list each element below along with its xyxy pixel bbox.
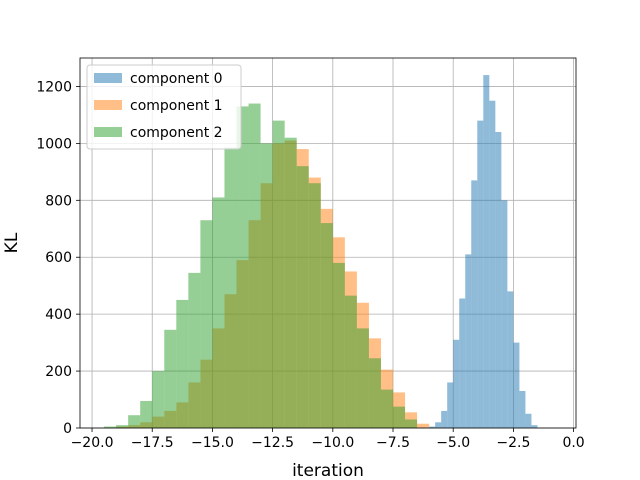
y-tick-label: 1200 — [36, 79, 72, 95]
bar-component-1 — [417, 423, 430, 428]
bar-component-2 — [152, 371, 165, 428]
bar-component-0 — [531, 425, 538, 428]
bar-component-0 — [495, 132, 502, 428]
bar-component-2 — [356, 328, 369, 428]
bar-component-2 — [284, 137, 297, 428]
bar-component-2 — [272, 120, 285, 428]
y-tick-label: 400 — [45, 307, 72, 323]
x-tick-label: −10.0 — [311, 435, 354, 451]
bar-component-2 — [296, 166, 309, 428]
y-tick-label: 0 — [63, 421, 72, 437]
bar-component-2 — [236, 106, 249, 428]
x-tick-label: −17.5 — [131, 435, 174, 451]
bar-component-2 — [200, 220, 213, 428]
histogram-bars — [104, 75, 538, 429]
axis-ticks: −20.0 −17.5 −15.0 −12.5 −10.0 −7.5 −5.0 −2.5 0.0… — [36, 79, 584, 451]
bar-component-0 — [447, 382, 454, 428]
bar-component-0 — [471, 180, 478, 428]
bar-component-2 — [116, 425, 129, 428]
bar-component-2 — [332, 262, 345, 428]
bar-component-2 — [248, 103, 261, 429]
x-tick-label: −20.0 — [71, 435, 114, 451]
bar-component-2 — [104, 426, 117, 428]
bar-component-2 — [188, 272, 201, 428]
x-tick-label: −12.5 — [251, 435, 294, 451]
axes-frame — [79, 57, 577, 429]
bar-component-0 — [465, 254, 472, 428]
bar-component-0 — [453, 339, 460, 428]
legend-swatch-component-2 — [94, 127, 122, 137]
bar-component-2 — [224, 147, 237, 428]
y-tick-label: 800 — [45, 193, 72, 209]
y-tick-label: 1000 — [36, 136, 72, 152]
bar-component-0 — [513, 342, 520, 428]
y-tick-label: 200 — [45, 364, 72, 380]
x-tick-label: 0.0 — [562, 435, 584, 451]
bar-component-0 — [483, 75, 490, 429]
bar-component-0 — [501, 200, 508, 428]
legend-swatch-component-0 — [94, 73, 122, 83]
x-tick-label: −15.0 — [191, 435, 234, 451]
bar-component-2 — [320, 223, 333, 428]
legend: component 0 component 1 component 2 — [86, 64, 242, 150]
legend-label-component-1: component 1 — [130, 98, 223, 114]
x-tick-label: −7.5 — [376, 435, 410, 451]
bar-component-0 — [489, 100, 496, 428]
bar-component-2 — [176, 299, 189, 428]
bar-component-2 — [344, 295, 357, 428]
bar-component-2 — [212, 197, 225, 428]
bar-component-0 — [429, 426, 436, 428]
bar-component-0 — [525, 413, 532, 428]
x-tick-label: −2.5 — [496, 435, 530, 451]
bar-component-2 — [368, 358, 381, 428]
bar-component-2 — [260, 143, 273, 428]
bar-component-0 — [519, 391, 526, 428]
bar-component-2 — [405, 419, 418, 428]
bar-component-0 — [441, 410, 448, 428]
bar-component-0 — [477, 120, 484, 428]
bar-component-2 — [164, 329, 177, 428]
y-tick-label: 600 — [45, 250, 72, 266]
bar-component-2 — [128, 415, 141, 428]
bar-component-0 — [435, 422, 442, 428]
bar-component-2 — [308, 183, 321, 428]
y-axis-title: KL — [2, 232, 22, 253]
bar-component-0 — [459, 298, 466, 428]
legend-label-component-2: component 2 — [130, 125, 223, 141]
x-tick-label: −5.0 — [436, 435, 470, 451]
bar-component-0 — [507, 291, 514, 428]
legend-label-component-0: component 0 — [130, 71, 223, 87]
legend-box — [86, 64, 242, 150]
bar-component-2 — [380, 389, 394, 428]
legend-swatch-component-1 — [94, 100, 122, 110]
bar-component-2 — [140, 400, 153, 428]
bar-component-2 — [393, 406, 406, 428]
x-axis-title: iteration — [292, 461, 364, 480]
